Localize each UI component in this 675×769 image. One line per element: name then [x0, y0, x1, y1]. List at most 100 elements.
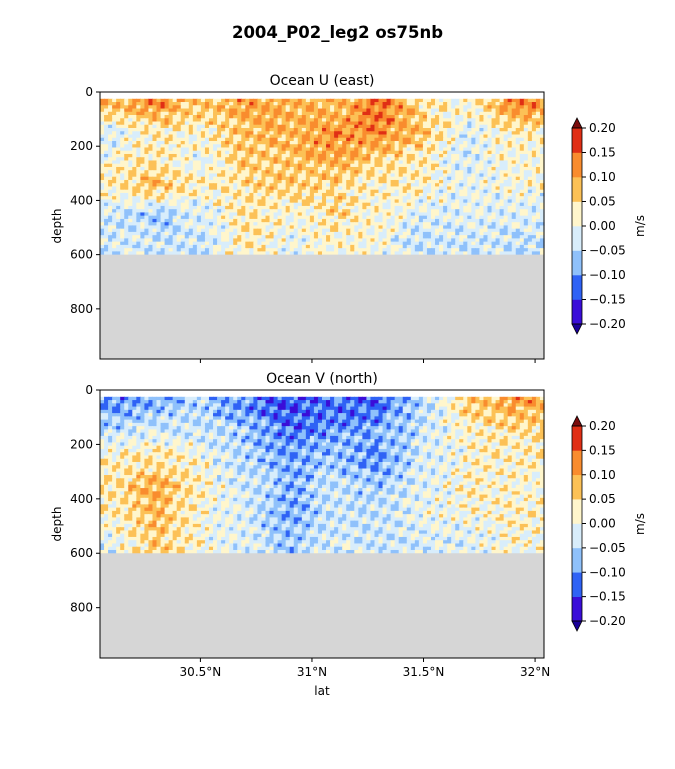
field-cell [475, 170, 481, 175]
field-cell [200, 176, 206, 181]
field-cell [277, 147, 283, 152]
field-cell [515, 163, 521, 168]
field-cell [208, 98, 214, 103]
field-cell [455, 166, 460, 171]
field-cell [531, 144, 537, 149]
field-cell [354, 98, 359, 103]
field-cell [503, 150, 509, 155]
field-cell [221, 111, 226, 116]
field-cell [362, 121, 367, 126]
field-cell [152, 131, 158, 136]
field-cell [499, 144, 505, 149]
field-cell [249, 105, 254, 110]
field-cell [362, 173, 367, 178]
field-cell [208, 118, 214, 123]
field-cell [467, 108, 472, 113]
field-cell [406, 137, 412, 142]
field-cell [168, 111, 174, 116]
field-cell [172, 98, 178, 103]
field-cell [374, 121, 380, 126]
field-cell [229, 115, 234, 119]
field-cell [261, 111, 267, 116]
field-cell [285, 140, 291, 145]
field-cell [225, 170, 230, 175]
field-cell [297, 115, 303, 119]
field-cell [390, 108, 396, 113]
field-cell [249, 176, 254, 181]
field-cell [269, 124, 275, 129]
field-cell [221, 163, 226, 168]
field-cell [221, 137, 226, 142]
field-cell [261, 140, 267, 145]
field-cell [184, 121, 190, 126]
field-cell [221, 115, 226, 119]
field-cell [108, 105, 113, 110]
field-cell [112, 134, 117, 139]
field-cell [164, 137, 170, 142]
field-cell [261, 131, 267, 136]
field-cell [451, 124, 456, 129]
field-cell [475, 98, 481, 103]
field-cell [479, 166, 485, 171]
field-cell [463, 170, 468, 175]
field-cell [402, 157, 408, 162]
field-cell [370, 98, 376, 103]
field-cell [394, 144, 400, 149]
field-cell [241, 166, 246, 171]
field-cell [128, 105, 133, 110]
field-cell [277, 163, 283, 168]
field-cell [443, 173, 448, 178]
field-cell [253, 115, 259, 119]
field-cell [439, 153, 444, 158]
field-cell [305, 115, 311, 119]
field-cell [124, 163, 129, 168]
field-cell [346, 166, 351, 171]
field-cell [277, 115, 283, 119]
field-cell [366, 147, 372, 152]
field-cell [305, 140, 311, 145]
field-cell [455, 150, 460, 155]
field-cell [386, 147, 392, 152]
field-cell [104, 131, 109, 136]
field-cell [257, 98, 263, 103]
field-cell [519, 163, 525, 168]
field-cell [289, 170, 295, 175]
field-cell [221, 98, 226, 103]
field-cell [221, 118, 226, 123]
field-cell [225, 166, 230, 171]
field-cell [112, 115, 117, 119]
field-cell [422, 144, 428, 149]
field-cell [196, 131, 202, 136]
field-cell [390, 128, 396, 132]
field-cell [475, 128, 481, 132]
field-cell [289, 157, 295, 162]
field-cell [366, 163, 372, 168]
field-cell [406, 124, 412, 129]
field-cell [100, 115, 105, 119]
field-cell [124, 128, 129, 132]
field-cell [176, 131, 182, 136]
field-cell [507, 105, 513, 110]
field-cell [374, 173, 380, 178]
field-cell [394, 173, 400, 178]
field-cell [539, 140, 545, 145]
field-cell [531, 140, 537, 145]
field-cell [184, 140, 190, 145]
field-cell [503, 128, 509, 132]
field-cell [208, 108, 214, 113]
field-cell [330, 140, 335, 145]
field-cell [463, 124, 468, 129]
field-cell [108, 111, 113, 116]
field-cell [204, 124, 210, 129]
field-cell [539, 173, 545, 178]
field-cell [519, 166, 525, 171]
field-cell [483, 160, 489, 165]
field-cell [176, 166, 182, 171]
field-cell [406, 131, 412, 136]
field-cell [414, 111, 420, 116]
field-cell [213, 134, 218, 139]
field-cell [350, 108, 355, 113]
field-cell [358, 176, 363, 181]
field-cell [192, 147, 198, 152]
field-cell [273, 131, 279, 136]
